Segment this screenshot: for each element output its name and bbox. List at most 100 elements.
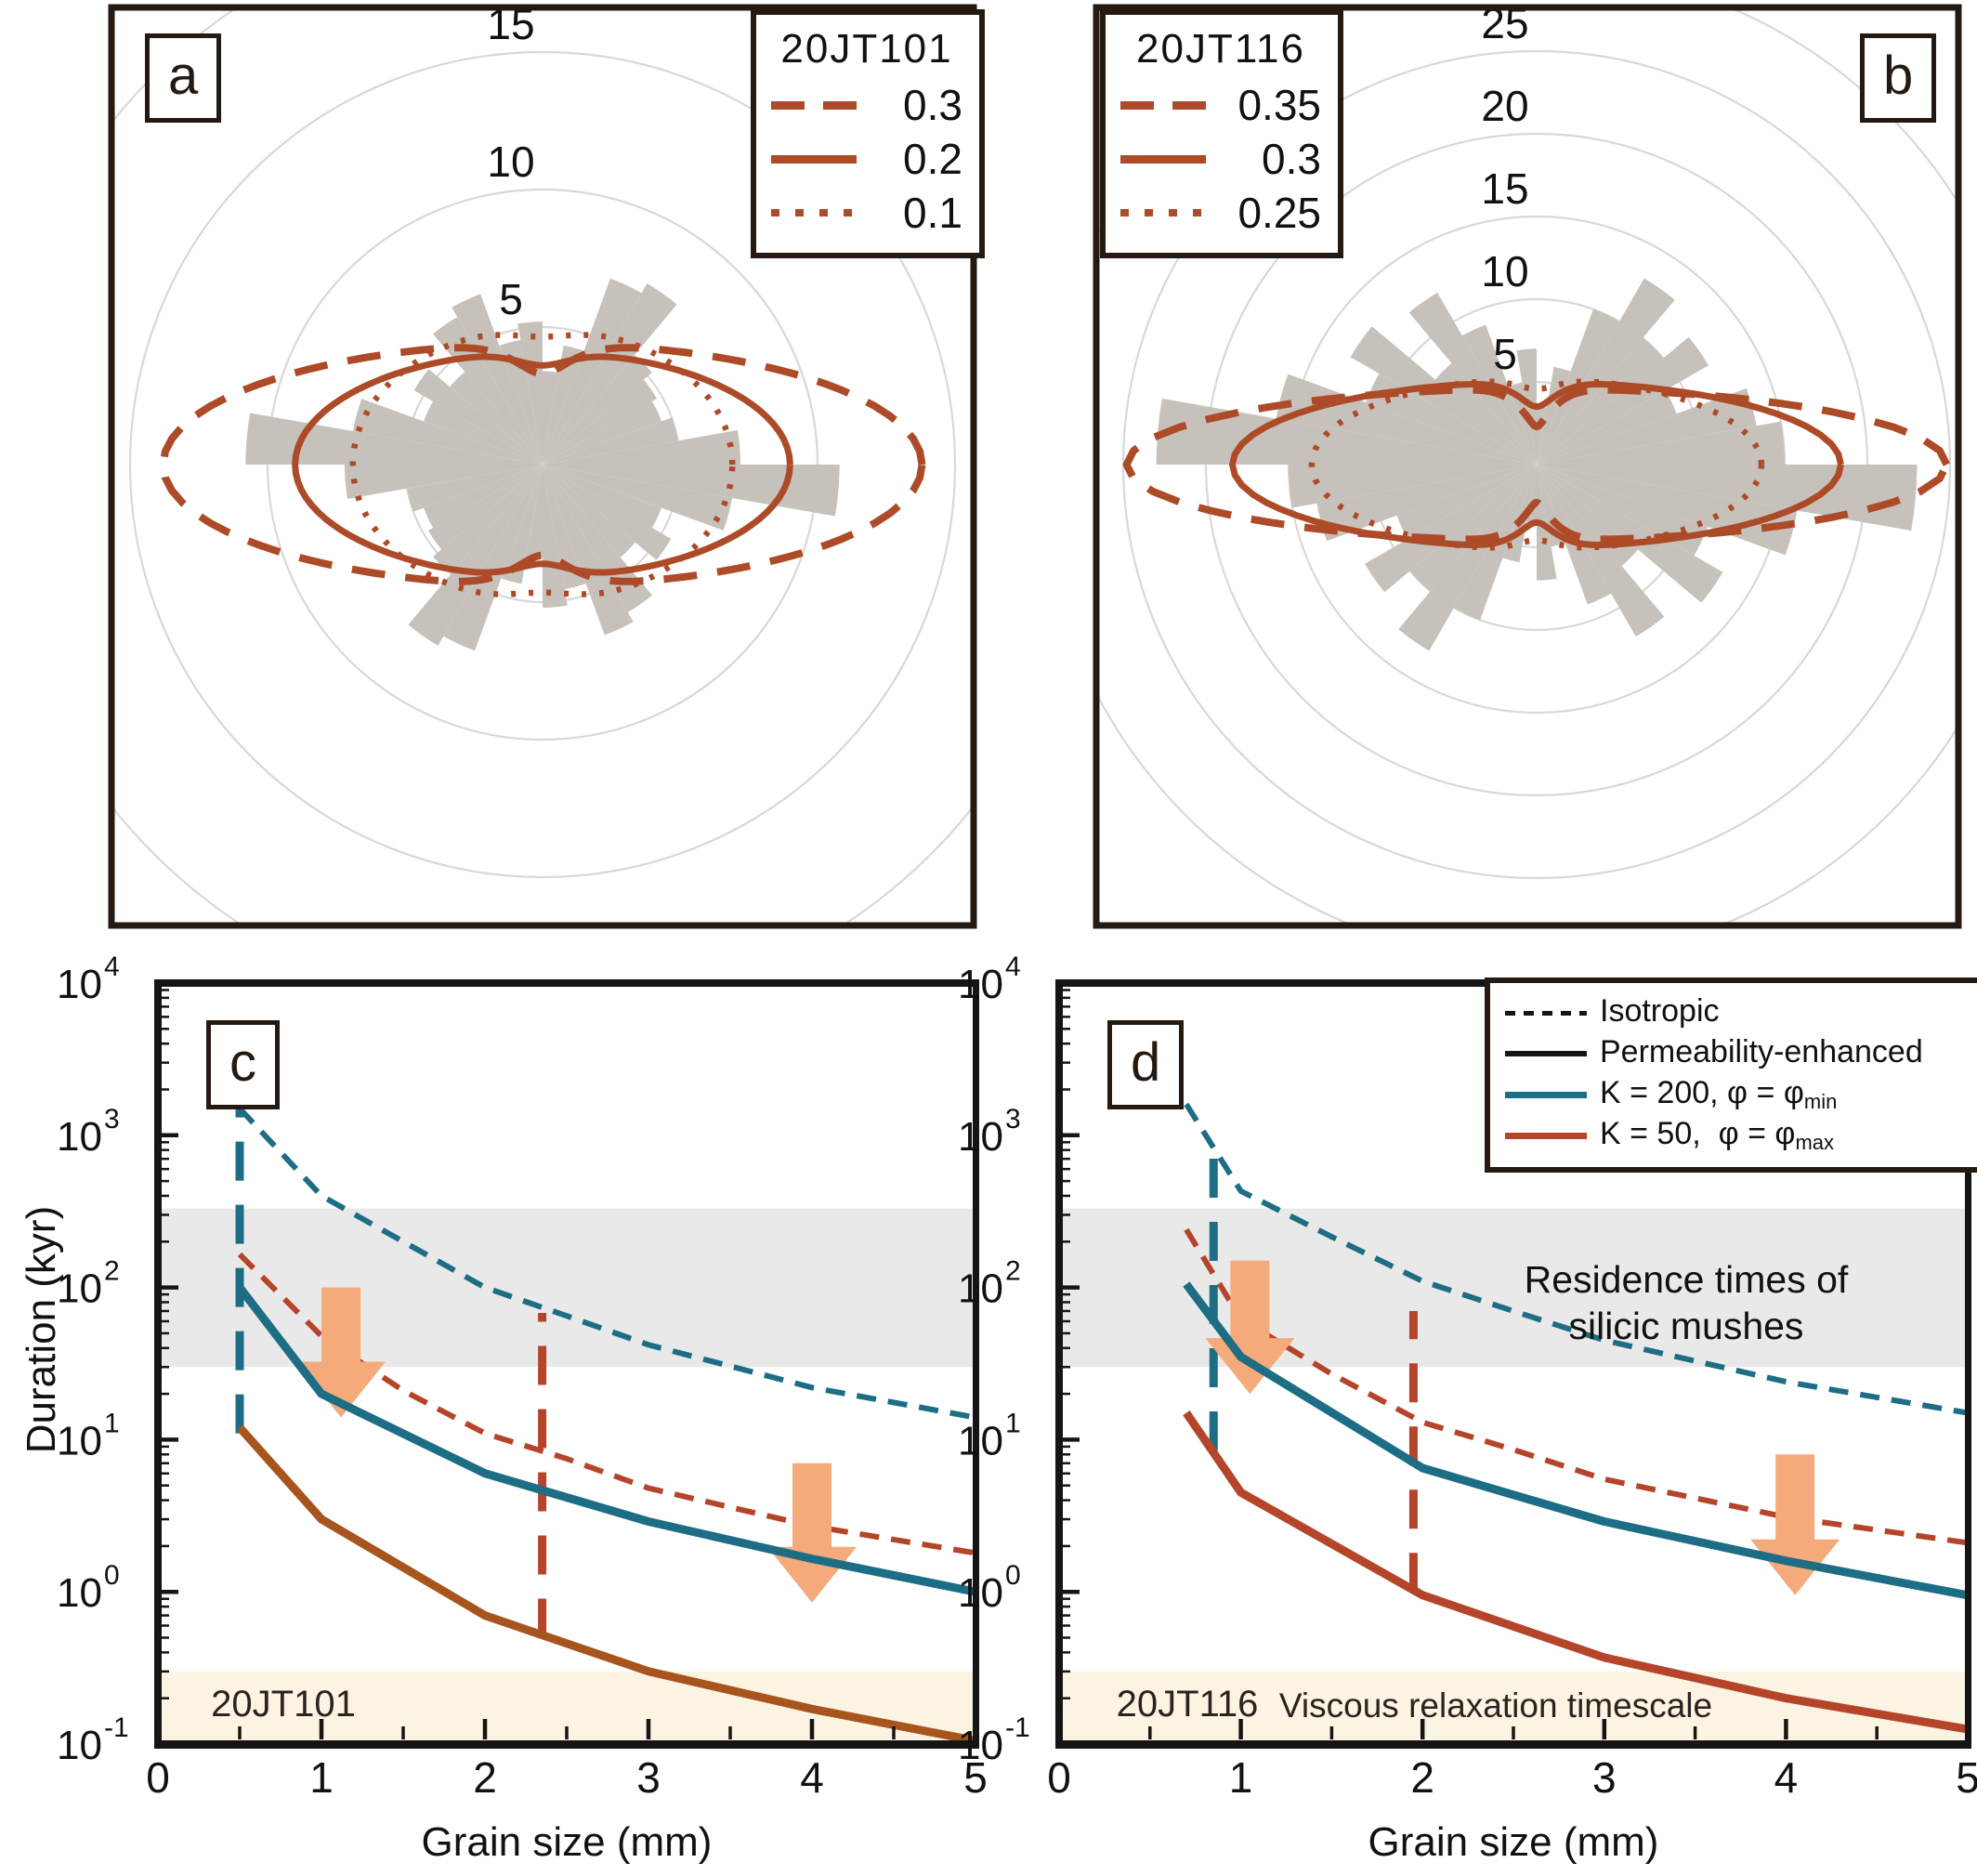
legend-b-title: 20JT116 [1136,26,1305,72]
solid-line-icon [771,154,857,164]
rose-petal [433,317,543,465]
ring-label: 10 [487,138,534,186]
legend-b-value: 0.35 [1237,81,1321,129]
legend-d-label: K = 200, φ = φ [1600,1075,1804,1110]
contour-dashed [159,344,926,585]
rose-petal [1537,387,1757,465]
rose-petal [1408,293,1537,465]
x-tick-label: 1 [309,1753,334,1802]
panel-letter-a: a [145,33,222,123]
ring-label: 5 [499,275,523,323]
left-spine [154,979,162,1748]
legend-a-title: 20JT101 [780,26,953,72]
x-axis-title-d: Grain size (mm) [1368,1819,1659,1865]
rose-petal [543,379,658,465]
grid-ring [128,50,957,879]
legend-d-row: Isotropic [1505,992,1964,1033]
y-tick-label: 10 [958,1418,1003,1463]
rose-petal [1537,421,1785,465]
rose-petal [543,429,741,465]
rose-petal [543,465,586,590]
rose-petal [413,369,543,465]
x-tick-label: 2 [473,1753,497,1802]
rose-petal [424,465,543,529]
bottom-spine [154,1740,979,1749]
y-tick-label: 10 [958,1266,1003,1312]
rose-petal [1537,278,1675,465]
contour-dotted [349,332,736,597]
rose-petal [433,465,543,574]
y-tick-label: 10 [958,1570,1003,1616]
blue-line-icon [1505,1091,1587,1098]
dotted-line-icon [771,209,857,216]
x-tick-label: 1 [1229,1753,1253,1802]
rose-petal [543,371,559,465]
rose-petal [245,413,543,465]
y-tick-exponent: -1 [104,1712,129,1743]
series-permeability-enhanced [1183,1281,1969,1600]
y-axis-title-c: Duration (kyr) [19,1205,64,1454]
decrease-arrow-icon [767,1463,857,1603]
legend-a: 20JT101 0.3 0.2 0.1 [751,9,985,258]
panel-letter-c: c [206,1020,280,1109]
rose-petal [543,465,635,558]
contour-solid [292,353,793,576]
ring-label: 15 [1481,164,1528,213]
rose-petal [543,417,678,465]
band-residence-times [158,1208,975,1368]
legend-d-label: Permeability-enhanced [1600,1034,1923,1069]
rose-petal [1537,465,1723,603]
rose-petal [352,399,543,465]
rose-panel-frame [108,4,977,929]
y-tick-label: 10 [57,962,102,1007]
rose-petal [1434,362,1537,465]
y-tick-exponent: 2 [1005,1256,1021,1287]
legend-a-value: 0.3 [903,81,962,129]
rose-petal [1537,337,1664,465]
dashed-line-icon [1120,100,1206,110]
rose-petal [543,400,661,465]
rose-petal [1537,389,1677,465]
rose-petal [344,465,543,500]
legend-d-row: Permeability-enhanced [1505,1033,1964,1074]
rose-petal [1516,348,1537,465]
y-tick-exponent: 3 [1005,1104,1021,1135]
rose-petal [1398,465,1537,651]
legend-b-value: 0.25 [1237,189,1321,237]
contour-dotted [1308,378,1765,551]
rose-petal [1350,326,1537,465]
ring-label: 10 [1481,247,1528,295]
solid-line-icon [1505,1051,1587,1056]
viscous-relaxation-annotation: Viscous relaxation timescale [1278,1686,1713,1725]
series-permeability-enhanced [236,1284,976,1596]
legend-d-row: K = 200, φ = φmin [1505,1074,1964,1115]
top-spine [154,979,979,987]
series-isotropic [1184,1102,1969,1416]
rose-petal [1537,465,1665,636]
right-spine [1965,979,1971,1748]
rose-petal [450,372,543,465]
y-tick-exponent: -1 [1005,1712,1030,1743]
y-tick-label: 10 [958,962,1003,1007]
red-line-icon [1505,1132,1587,1139]
x-tick-label: 2 [1410,1753,1434,1802]
legend-d: Isotropic Permeability-enhanced K = 200,… [1485,977,1977,1173]
rose-petal [1537,465,1918,531]
legend-a-row: 0.2 [771,132,962,186]
rose-petal [543,278,642,465]
rose-petal [543,465,733,531]
rose-petal [543,283,677,465]
dashed-line-icon [771,100,857,110]
rose-petal [543,465,634,636]
x-tick-label: 4 [1774,1753,1799,1802]
y-tick-label: 10 [958,1114,1003,1160]
y-tick-exponent: 2 [104,1256,120,1287]
y-tick-label: 10 [958,1723,1003,1768]
y-tick-exponent: 0 [1005,1560,1021,1591]
series-isotropic [1184,1227,1969,1546]
decrease-arrow-icon [1205,1260,1295,1395]
sample-label-c: 20JT101 [211,1684,356,1725]
panel-letter-d: d [1107,1020,1185,1109]
ring-label: 5 [1493,330,1517,378]
y-tick-label: 10 [57,1114,102,1160]
